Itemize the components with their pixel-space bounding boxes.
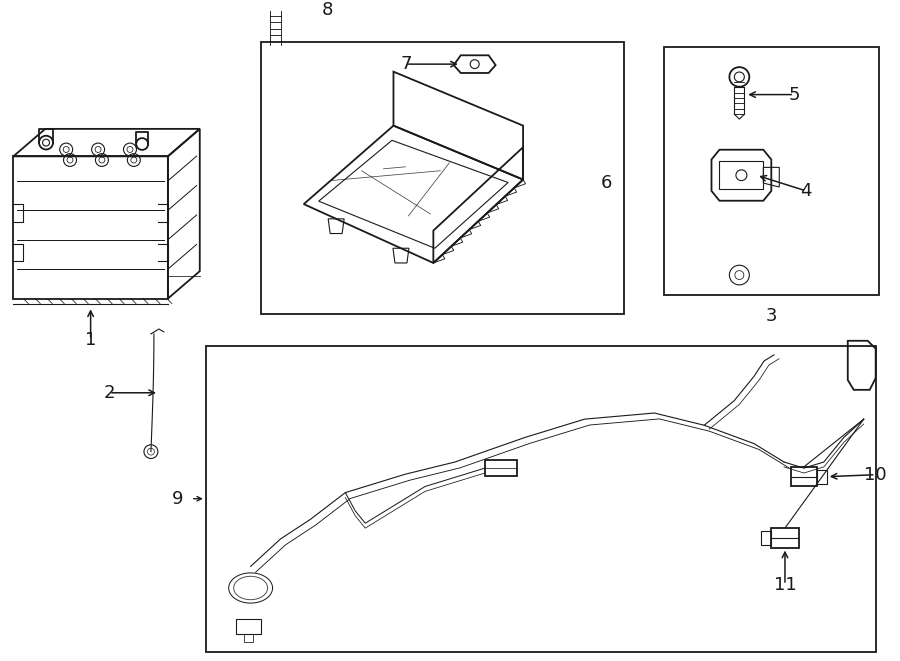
Text: 8: 8 bbox=[321, 1, 333, 19]
Bar bbox=[206, 346, 876, 652]
Bar bbox=[791, 467, 817, 486]
Text: 6: 6 bbox=[601, 175, 612, 192]
Bar bbox=[761, 531, 771, 545]
Text: 2: 2 bbox=[104, 384, 115, 402]
Text: 9: 9 bbox=[172, 490, 184, 508]
Text: 7: 7 bbox=[400, 55, 411, 73]
Bar bbox=[485, 460, 517, 476]
Bar bbox=[261, 42, 625, 314]
Text: 5: 5 bbox=[788, 85, 800, 104]
Text: 1: 1 bbox=[85, 330, 96, 349]
Bar bbox=[236, 619, 261, 634]
Text: 3: 3 bbox=[766, 307, 778, 325]
Text: 10: 10 bbox=[864, 466, 887, 484]
Bar bbox=[664, 48, 878, 295]
Text: 4: 4 bbox=[800, 182, 812, 200]
Bar bbox=[771, 528, 799, 548]
Bar bbox=[817, 470, 827, 484]
Text: 11: 11 bbox=[774, 576, 796, 594]
